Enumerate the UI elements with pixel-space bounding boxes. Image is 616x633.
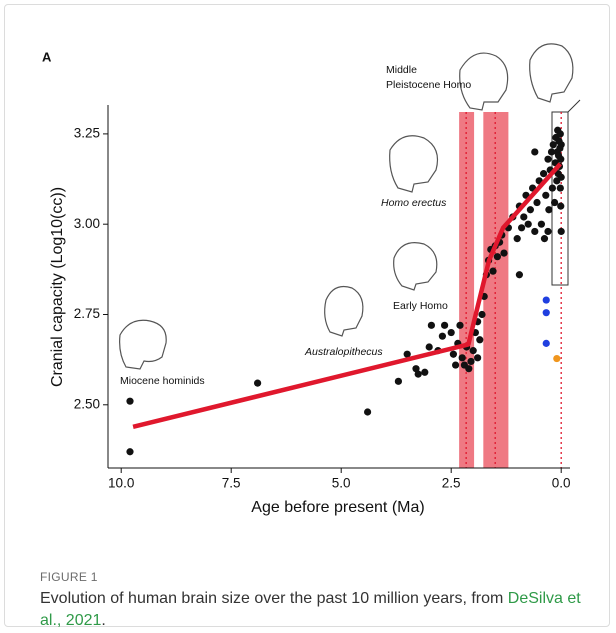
data-point (450, 351, 457, 358)
data-point (467, 358, 474, 365)
data-point (415, 370, 422, 377)
data-point (533, 199, 540, 206)
annotation: Miocene hominids (120, 375, 205, 387)
data-point (476, 336, 483, 343)
data-point (557, 130, 564, 137)
data-point (465, 365, 472, 372)
annotation: Middle (386, 64, 417, 76)
data-point (364, 408, 371, 415)
y-tick-label: 2.50 (74, 396, 100, 411)
y-axis-label: Cranial capacity (Log10(cc)) (49, 187, 66, 387)
data-point (542, 192, 549, 199)
data-point (459, 354, 466, 361)
data-point (541, 235, 548, 242)
shaded-band (459, 112, 474, 468)
data-point (395, 378, 402, 385)
data-point (474, 354, 481, 361)
page: {"figure": {"panel": "A", "label": "FIGU… (0, 0, 616, 633)
data-point (126, 448, 133, 455)
panel-label: A (42, 49, 52, 64)
annotation: Homo erectus (381, 197, 447, 209)
data-point (428, 322, 435, 329)
data-point (514, 235, 521, 242)
x-tick-label: 2.5 (442, 476, 461, 491)
x-tick-label: 7.5 (222, 476, 241, 491)
data-point (452, 361, 459, 368)
data-point (527, 206, 534, 213)
data-point (557, 184, 564, 191)
data-point (254, 380, 261, 387)
annotation: Australopithecus (304, 346, 383, 358)
caption-body: Evolution of human brain size over the p… (40, 590, 508, 607)
data-point (531, 148, 538, 155)
x-axis-label: Age before present (Ma) (251, 499, 424, 516)
data-point (543, 296, 550, 303)
caption-end: . (101, 612, 105, 629)
data-point (489, 268, 496, 275)
data-point (558, 141, 565, 148)
data-point (557, 203, 564, 210)
data-point (543, 309, 550, 316)
data-point (551, 199, 558, 206)
data-point (421, 369, 428, 376)
y-tick-label: 3.25 (74, 125, 100, 140)
data-point (544, 228, 551, 235)
shaded-band (483, 112, 508, 468)
data-point (456, 322, 463, 329)
data-point (553, 355, 560, 362)
data-point (439, 333, 446, 340)
data-point (516, 271, 523, 278)
data-point (518, 224, 525, 231)
data-point (558, 174, 565, 181)
data-point (540, 170, 547, 177)
x-tick-label: 5.0 (332, 476, 351, 491)
data-point (478, 311, 485, 318)
data-point (545, 206, 552, 213)
data-point (543, 340, 550, 347)
data-point (525, 221, 532, 228)
annotation: Pleistocene Homo (386, 79, 471, 91)
zoom-connector (568, 100, 580, 112)
data-point (470, 347, 477, 354)
data-point (538, 221, 545, 228)
data-point (558, 228, 565, 235)
data-point (126, 398, 133, 405)
y-tick-label: 3.00 (74, 216, 100, 231)
annotation: Early Homo (393, 300, 448, 312)
data-point (494, 253, 501, 260)
figure-label: FIGURE 1 (40, 570, 600, 584)
chart: A Miocene hominids Australopithecus Earl… (0, 0, 616, 560)
data-point (531, 228, 538, 235)
y-tick-label: 2.75 (74, 306, 100, 321)
x-tick-label: 10.0 (108, 476, 134, 491)
data-point (500, 249, 507, 256)
data-point (544, 156, 551, 163)
x-tick-label: 0.0 (552, 476, 571, 491)
data-point (448, 329, 455, 336)
caption: FIGURE 1 Evolution of human brain size o… (40, 570, 600, 632)
data-point (520, 213, 527, 220)
data-point (549, 184, 556, 191)
data-point (441, 322, 448, 329)
data-point (557, 156, 564, 163)
data-point (426, 343, 433, 350)
caption-text: Evolution of human brain size over the p… (40, 588, 600, 632)
